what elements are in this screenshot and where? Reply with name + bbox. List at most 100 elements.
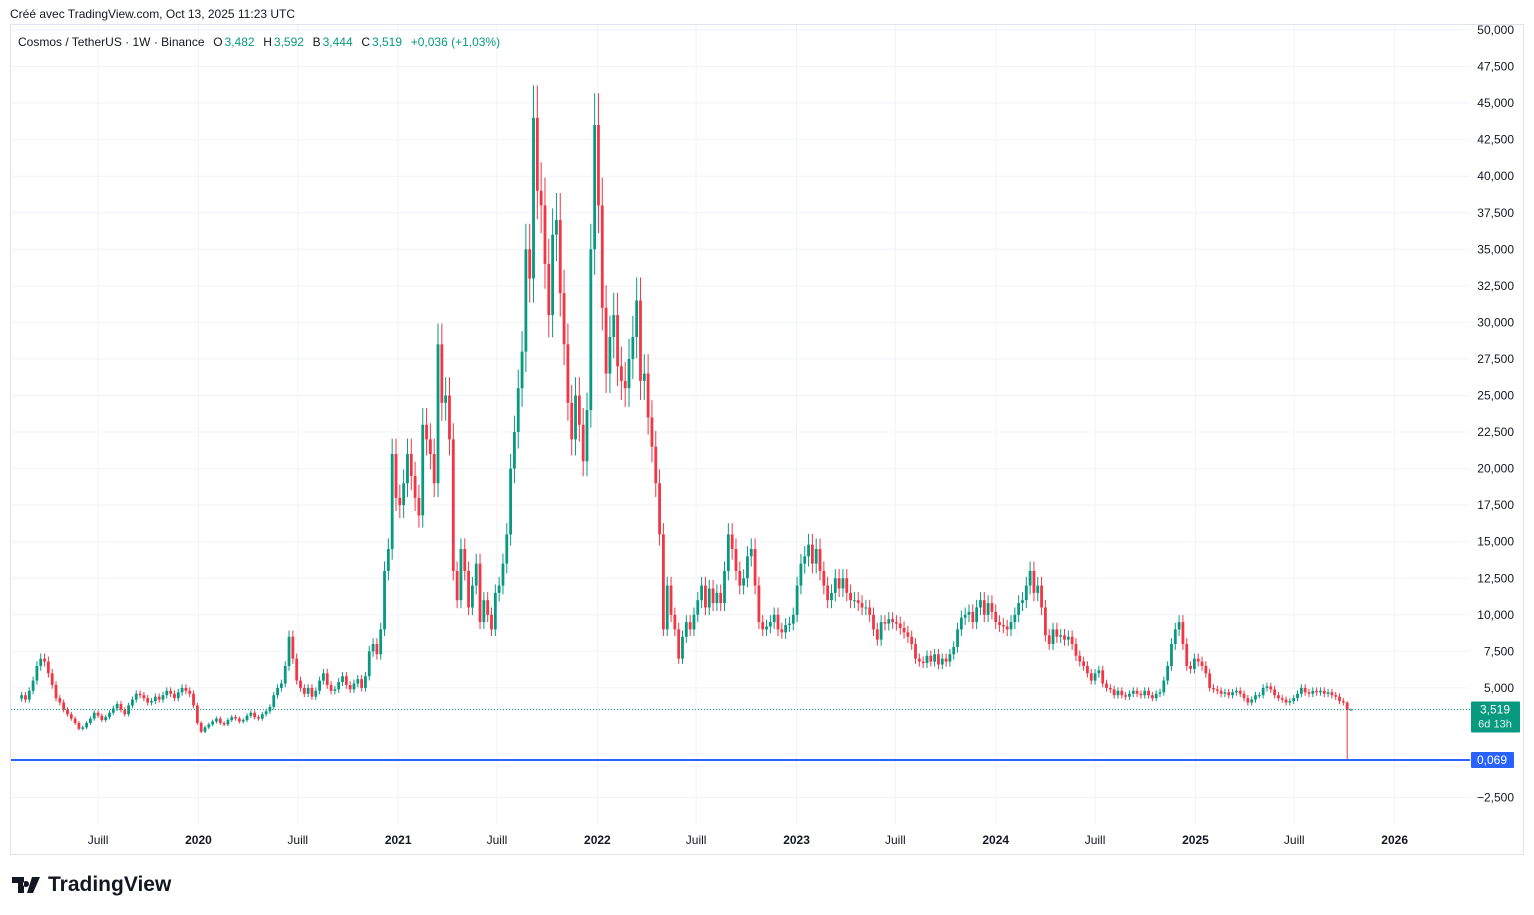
candle-body	[383, 570, 386, 630]
candle-body	[1139, 693, 1143, 696]
candle-body	[406, 453, 409, 484]
candle-body	[681, 636, 684, 659]
y-tick-label: −2,500	[1477, 791, 1514, 805]
candle-body	[1154, 693, 1158, 699]
candle-body	[138, 693, 142, 696]
y-tick-label: 22,500	[1477, 425, 1514, 439]
candle-body	[1044, 607, 1047, 636]
candle-body	[66, 709, 69, 715]
candle-body	[1277, 695, 1280, 699]
candle-body	[173, 693, 176, 699]
candle-body	[753, 549, 757, 586]
candle-body	[581, 424, 585, 462]
candle-body	[1032, 570, 1036, 593]
y-tick-label: 20,000	[1477, 462, 1514, 476]
candle-body	[570, 402, 574, 440]
candle-body	[352, 683, 356, 690]
candle-body	[1227, 692, 1231, 696]
candle-body	[822, 570, 826, 586]
symbol-label[interactable]: Cosmos / TetherUS · 1W · Binance	[18, 35, 205, 49]
candle-body	[684, 622, 688, 637]
candle-body	[883, 622, 887, 624]
candle-body	[562, 293, 566, 345]
tradingview-logo-icon	[12, 877, 40, 893]
candle-body	[493, 592, 497, 630]
candle-body	[1116, 690, 1120, 696]
candle-body	[27, 690, 31, 700]
candle-body	[478, 563, 482, 623]
candle-body	[1223, 692, 1227, 694]
candle-body	[1166, 665, 1170, 681]
candle-body	[123, 709, 127, 715]
y-tick-label: 32,500	[1477, 279, 1514, 293]
candle-body	[302, 687, 306, 694]
x-tick-label: Juill	[287, 833, 308, 847]
candle-body	[696, 600, 700, 615]
candle-body	[1242, 693, 1246, 699]
y-tick-label: 25,000	[1477, 389, 1514, 403]
candle-body	[677, 629, 681, 659]
candle-body	[1215, 689, 1219, 691]
candle-body	[257, 717, 260, 719]
candle-body	[43, 658, 46, 662]
candle-body	[39, 658, 43, 666]
candle-body	[1001, 625, 1005, 627]
candle-body	[153, 696, 157, 702]
candle-body	[325, 673, 329, 685]
candle-body	[50, 673, 54, 685]
candle-body	[1349, 709, 1353, 711]
candle-body	[845, 578, 849, 593]
candle-body	[1326, 692, 1330, 694]
candle-body	[1292, 698, 1296, 702]
candle-body	[1082, 661, 1085, 666]
y-tick-label: 47,500	[1477, 60, 1514, 74]
candle-body	[1250, 699, 1254, 703]
candle-body	[1315, 690, 1319, 693]
candle-body	[131, 699, 134, 706]
candle-body	[746, 556, 749, 579]
candle-body	[436, 344, 440, 484]
candle-body	[295, 658, 299, 681]
candle-body	[375, 644, 379, 655]
candle-body	[593, 125, 597, 250]
candle-body	[910, 636, 914, 645]
candle-body	[322, 673, 325, 681]
candle-body	[982, 600, 986, 615]
candle-body	[979, 600, 982, 608]
candle-body	[207, 724, 211, 728]
candle-body	[635, 300, 639, 338]
candle-body	[211, 721, 215, 725]
candle-body	[891, 619, 894, 623]
candle-body	[367, 651, 371, 677]
current-price-label: 3,519	[1480, 703, 1510, 717]
candle-body	[241, 720, 245, 722]
candle-body	[704, 585, 707, 608]
candle-body	[543, 205, 547, 264]
candle-body	[1059, 635, 1063, 637]
candle-body	[833, 578, 837, 593]
candle-body	[1040, 585, 1043, 608]
candle-body	[539, 190, 543, 206]
candle-body	[566, 344, 570, 403]
candle-body	[360, 679, 364, 688]
candle-body	[501, 563, 505, 586]
candle-body	[895, 622, 898, 624]
candle-body	[1021, 600, 1024, 604]
candle-body	[1208, 673, 1212, 688]
chart-caption: Créé avec TradingView.com, Oct 13, 2025 …	[10, 7, 296, 21]
candle-body	[409, 453, 413, 476]
candle-body	[1280, 698, 1284, 700]
candle-body	[119, 703, 123, 710]
x-tick-label: 2021	[385, 833, 412, 847]
tradingview-logo[interactable]: TradingView	[12, 873, 171, 897]
candle-body	[986, 603, 990, 615]
candle-body	[597, 125, 600, 206]
candle-body	[1311, 690, 1315, 694]
candle-body	[1269, 686, 1273, 690]
candle-body	[287, 636, 291, 666]
candle-body	[619, 366, 623, 381]
candle-body	[459, 549, 463, 601]
candle-body	[1319, 690, 1322, 693]
open-label: O	[213, 35, 223, 49]
